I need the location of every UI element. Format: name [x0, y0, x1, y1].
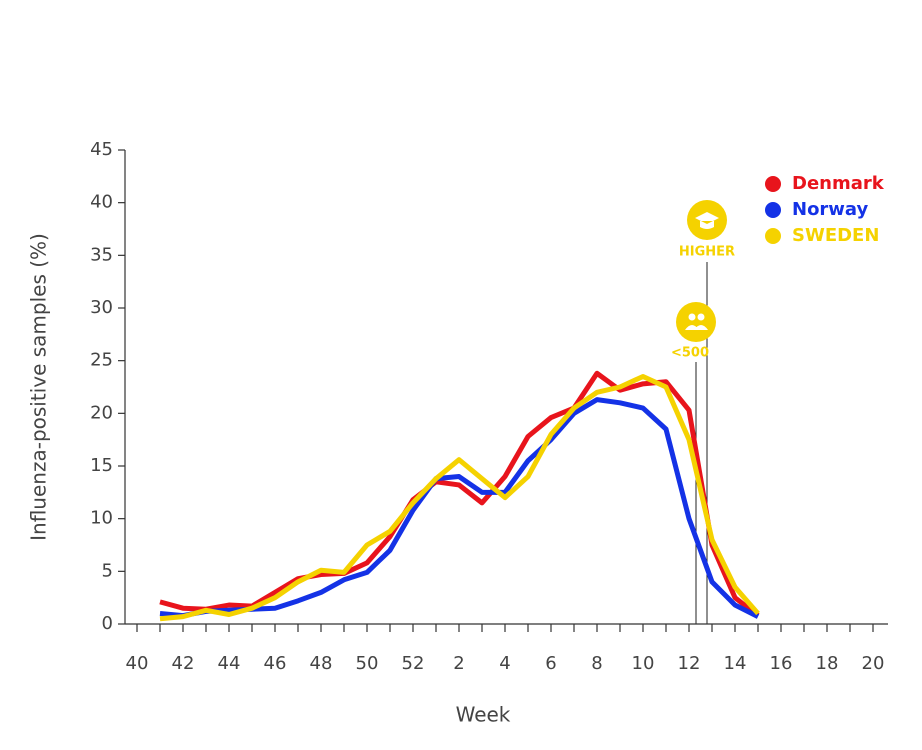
- x-tick-label: 50: [356, 653, 379, 674]
- annotation-count: <500: [671, 302, 716, 624]
- y-tick-label: 30: [90, 297, 113, 318]
- legend-label: Denmark: [792, 173, 885, 194]
- x-tick-label: 2: [453, 653, 464, 674]
- y-tick-label: 10: [90, 508, 113, 529]
- legend-swatch: [765, 176, 781, 192]
- annotation-label: <500: [671, 346, 709, 361]
- x-tick-label: 52: [402, 653, 425, 674]
- legend-swatch: [765, 228, 781, 244]
- x-tick-label: 46: [264, 653, 287, 674]
- y-tick-label: 15: [90, 455, 113, 476]
- x-tick-label: 10: [632, 653, 655, 674]
- y-tick-label: 0: [102, 613, 113, 634]
- y-tick-label: 35: [90, 244, 113, 265]
- annotation-label: HIGHER: [679, 245, 735, 260]
- x-tick-label: 12: [678, 653, 701, 674]
- x-tick-label: 42: [172, 653, 195, 674]
- x-tick-label: 14: [724, 653, 747, 674]
- y-axis-label: Influenza-positive samples (%): [27, 233, 51, 541]
- x-tick-label: 44: [218, 653, 241, 674]
- legend-label: SWEDEN: [792, 225, 879, 246]
- x-tick-label: 40: [126, 653, 149, 674]
- y-tick-label: 45: [90, 139, 113, 160]
- x-tick-label: 16: [770, 653, 793, 674]
- x-axis-label: Week: [456, 703, 511, 727]
- x-tick-label: 6: [545, 653, 556, 674]
- y-tick-label: 25: [90, 350, 113, 371]
- x-tick-label: 4: [499, 653, 510, 674]
- y-tick-label: 5: [102, 560, 113, 581]
- series-line: [159, 370, 760, 618]
- legend-label: Norway: [792, 199, 869, 220]
- series-line: [159, 397, 760, 619]
- legend-swatch: [765, 202, 781, 218]
- x-tick-label: 8: [591, 653, 602, 674]
- x-tick-label: 20: [862, 653, 885, 674]
- x-tick-label: 48: [310, 653, 333, 674]
- y-tick-label: 40: [90, 192, 113, 213]
- y-tick-label: 20: [90, 402, 113, 423]
- series-line: [159, 373, 760, 622]
- x-tick-label: 18: [816, 653, 839, 674]
